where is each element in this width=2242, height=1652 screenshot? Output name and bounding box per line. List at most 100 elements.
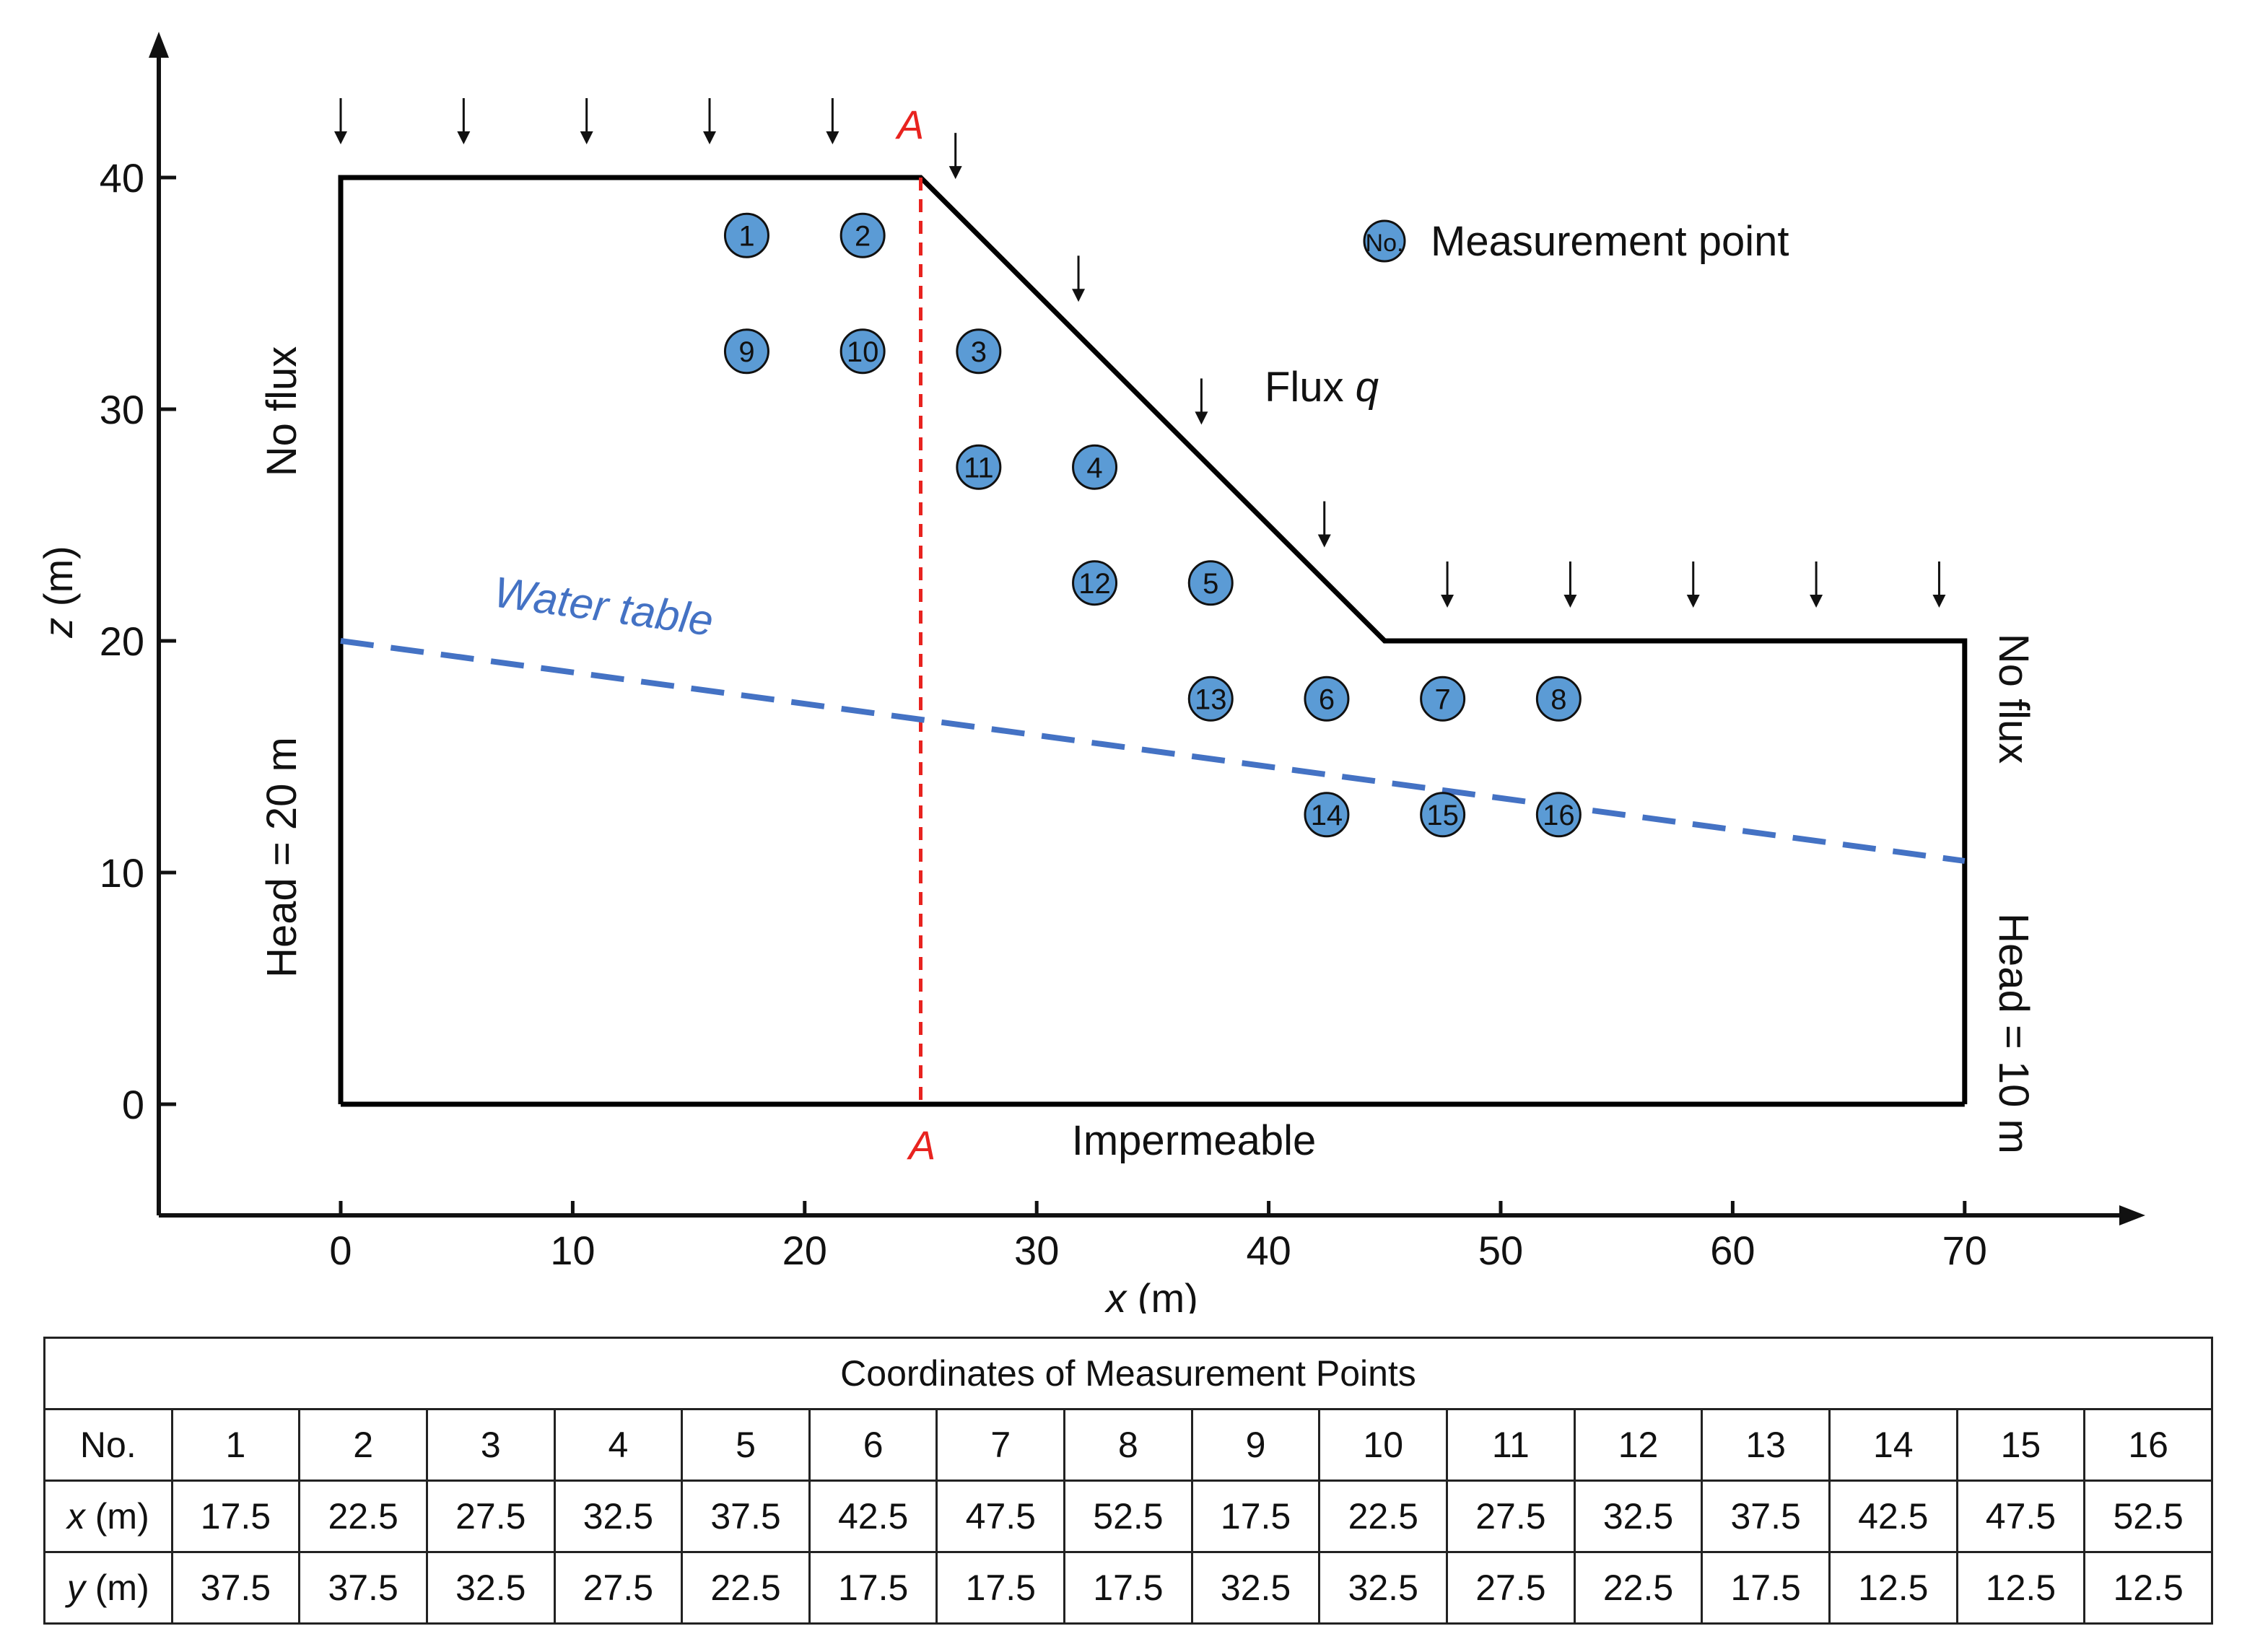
measurement-point: 7 bbox=[1420, 676, 1466, 722]
flux-arrow-head bbox=[1072, 289, 1086, 302]
measurement-point: 3 bbox=[956, 328, 1002, 375]
table-cell-x: 42.5 bbox=[1828, 1480, 1958, 1553]
x-axis-arrow-icon bbox=[2119, 1205, 2145, 1225]
table-cell-y: 37.5 bbox=[298, 1551, 428, 1625]
table-cell-y: 27.5 bbox=[1446, 1551, 1576, 1625]
table-cell-y: 22.5 bbox=[681, 1551, 811, 1625]
measurement-point: 14 bbox=[1304, 792, 1350, 838]
measurement-point: 10 bbox=[839, 328, 886, 375]
x-tick-label: 10 bbox=[550, 1228, 595, 1273]
measurement-point: 5 bbox=[1187, 560, 1234, 606]
measurement-point: 8 bbox=[1535, 676, 1582, 722]
legend-label: Measurement point bbox=[1431, 218, 1789, 265]
row-header-no: No. bbox=[43, 1408, 173, 1482]
table-cell-y: 27.5 bbox=[553, 1551, 684, 1625]
table-cell-y: 12.5 bbox=[1955, 1551, 2086, 1625]
domain-outline bbox=[338, 175, 1968, 1104]
section-label-top: A bbox=[895, 102, 924, 147]
measurement-point-number: 8 bbox=[1550, 683, 1566, 715]
x-tick-label: 30 bbox=[1014, 1228, 1059, 1273]
measurement-point-marker bbox=[1304, 792, 1350, 838]
measurement-point-number: 16 bbox=[1543, 800, 1575, 831]
table-cell-no: 8 bbox=[1063, 1408, 1193, 1482]
table-cell-no: 10 bbox=[1318, 1408, 1449, 1482]
measurement-point-number: 13 bbox=[1195, 683, 1227, 715]
table-cell-y: 12.5 bbox=[2083, 1551, 2213, 1625]
measurement-point: 11 bbox=[956, 444, 1002, 490]
table-cell-x: 22.5 bbox=[298, 1480, 428, 1553]
measurement-point: 16 bbox=[1535, 792, 1582, 838]
measurement-point-number: 1 bbox=[738, 220, 754, 252]
measurement-point-number: 14 bbox=[1311, 800, 1343, 831]
table-cell-x: 37.5 bbox=[681, 1480, 811, 1553]
flux-arrow-head bbox=[1563, 595, 1577, 608]
flux-label: Flux q bbox=[1265, 364, 1379, 411]
table-row-y: y (m) 37.5 37.5 32.5 27.5 22.5 17.5 17.5 17.5 32… bbox=[43, 1551, 2213, 1625]
table-cell-y: 12.5 bbox=[1828, 1551, 1958, 1625]
x-tick-label: 50 bbox=[1478, 1228, 1523, 1273]
x-axis-title: x (m) bbox=[1104, 1275, 1198, 1314]
measurement-point-marker bbox=[1535, 792, 1582, 838]
measurement-point-marker bbox=[956, 328, 1002, 375]
x-tick-label: 0 bbox=[329, 1228, 352, 1273]
table-cell-no: 13 bbox=[1701, 1408, 1831, 1482]
flux-arrows bbox=[334, 98, 1946, 608]
measurement-point-marker bbox=[723, 328, 769, 375]
bottom-boundary-label: Impermeable bbox=[1072, 1117, 1316, 1164]
section-label-bottom: A bbox=[907, 1122, 935, 1168]
flux-arrow-icon bbox=[1072, 255, 1086, 302]
measurement-point: 4 bbox=[1072, 444, 1118, 490]
flux-arrow-icon bbox=[1195, 378, 1208, 425]
measurement-point: 13 bbox=[1187, 676, 1234, 722]
flux-arrow-head bbox=[1932, 595, 1946, 608]
measurement-point: 2 bbox=[839, 212, 886, 258]
flux-arrow-icon bbox=[948, 133, 962, 180]
z-tick-label: 10 bbox=[100, 850, 144, 896]
table-cell-y: 22.5 bbox=[1573, 1551, 1704, 1625]
flux-arrow-icon bbox=[1563, 561, 1577, 608]
measurement-point-marker bbox=[723, 212, 769, 258]
flux-arrow-icon bbox=[1441, 561, 1454, 608]
flux-arrow-head bbox=[1441, 595, 1454, 608]
z-axis-ticks: 0 10 20 30 40 bbox=[100, 155, 176, 1127]
flux-arrow-icon bbox=[334, 98, 347, 144]
z-axis-arrow-icon bbox=[149, 32, 169, 58]
table-cell-no: 5 bbox=[681, 1408, 811, 1482]
flux-arrow-head bbox=[457, 131, 471, 144]
x-tick-label: 60 bbox=[1710, 1228, 1755, 1273]
measurement-point-number: 7 bbox=[1435, 683, 1451, 715]
measurement-point-number: 15 bbox=[1426, 800, 1459, 831]
row-header-x-unit: (m) bbox=[84, 1496, 149, 1537]
flux-arrow-icon bbox=[826, 98, 839, 144]
table-cell-no: 9 bbox=[1190, 1408, 1321, 1482]
measurement-point: 15 bbox=[1420, 792, 1466, 838]
right-bottom-boundary-label: Head = 10 m bbox=[1990, 913, 2037, 1154]
table-cell-x: 27.5 bbox=[1446, 1480, 1576, 1553]
table-cell-no: 11 bbox=[1446, 1408, 1576, 1482]
left-bottom-boundary-label: Head = 20 m bbox=[258, 737, 305, 978]
legend-point-icon bbox=[1363, 219, 1406, 263]
flux-arrow-icon bbox=[580, 98, 593, 144]
table-cell-x: 42.5 bbox=[808, 1480, 938, 1553]
table-cell-x: 17.5 bbox=[1190, 1480, 1321, 1553]
flux-arrow-head bbox=[334, 131, 347, 144]
row-header-y-var: y bbox=[66, 1568, 85, 1608]
row-header-y: y (m) bbox=[43, 1551, 173, 1625]
table-cell-no: 14 bbox=[1828, 1408, 1958, 1482]
table-title-row: Coordinates of Measurement Points bbox=[43, 1337, 2213, 1410]
measurement-point-marker bbox=[1304, 676, 1350, 722]
table-cell-y: 17.5 bbox=[1701, 1551, 1831, 1625]
table-cell-y: 37.5 bbox=[170, 1551, 301, 1625]
flux-arrow-head bbox=[703, 131, 717, 144]
x-axis-ticks: 0 10 20 30 40 50 60 70 bbox=[329, 1201, 1987, 1273]
measurement-point-marker bbox=[1420, 676, 1466, 722]
row-header-x: x (m) bbox=[43, 1480, 173, 1553]
table-row-x: x (m) 17.5 22.5 27.5 32.5 37.5 42.5 47.5 52.5 17… bbox=[43, 1480, 2213, 1553]
measurement-point-marker bbox=[956, 444, 1002, 490]
measurement-point-number: 3 bbox=[971, 336, 987, 368]
measurement-point-number: 5 bbox=[1203, 568, 1218, 600]
table-title: Coordinates of Measurement Points bbox=[43, 1337, 2213, 1410]
measurement-point-marker bbox=[1420, 792, 1466, 838]
